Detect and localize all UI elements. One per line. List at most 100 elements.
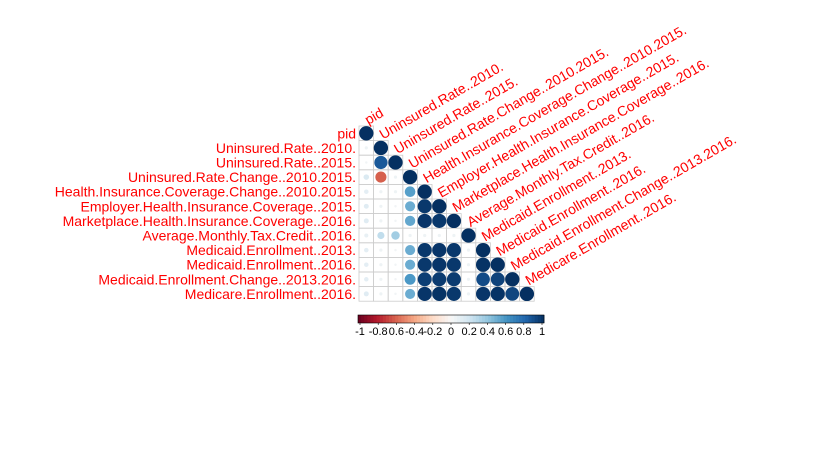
correlation-circle xyxy=(404,215,416,227)
colorbar-segment xyxy=(516,315,520,323)
correlation-circle xyxy=(394,292,397,296)
correlation-circle xyxy=(405,201,416,212)
colorbar-segment xyxy=(367,315,371,323)
correlation-circle xyxy=(417,243,432,258)
colorbar-segment xyxy=(407,315,412,323)
correlation-circle xyxy=(364,189,369,194)
colorbar-tick-label: 0.6 xyxy=(498,326,513,338)
colorbar-segment xyxy=(513,315,517,323)
colorbar-segment xyxy=(423,315,427,323)
correlation-circle xyxy=(363,174,370,180)
correlation-circle xyxy=(364,277,369,282)
correlation-circle xyxy=(408,233,412,238)
row-label: Uninsured.Rate..2015. xyxy=(216,155,356,171)
colorbar-segment xyxy=(420,315,424,323)
colorbar-segment xyxy=(444,315,449,323)
colorbar-tick-label: -0.4 xyxy=(405,326,424,338)
row-label: Medicaid.Enrollment.Change..2013.2016. xyxy=(98,271,356,287)
correlation-circle xyxy=(432,213,447,228)
correlation-circle xyxy=(388,155,403,170)
grid-cell xyxy=(519,286,535,302)
colorbar-segment xyxy=(497,315,501,323)
correlation-circle xyxy=(404,273,416,285)
correlation-circle xyxy=(466,248,471,252)
colorbar-segment xyxy=(392,315,396,323)
correlation-circle xyxy=(394,219,397,223)
colorbar-segment xyxy=(482,315,486,323)
correlation-circle xyxy=(490,272,505,287)
colorbar-segment xyxy=(382,315,387,323)
colorbar-tick-label: 0.8 xyxy=(516,326,531,338)
correlation-circle xyxy=(375,171,387,183)
colorbar-segment xyxy=(447,315,452,323)
correlation-circle xyxy=(363,291,369,297)
colorbar-segment xyxy=(370,315,374,323)
correlation-circle xyxy=(393,190,398,194)
correlation-circle xyxy=(379,190,383,194)
correlation-circle xyxy=(417,199,432,214)
colorbar-segment xyxy=(435,315,439,323)
colorbar-segment xyxy=(432,315,436,323)
colorbar-tick-label: -1 xyxy=(355,326,365,338)
colorbar-segment xyxy=(416,315,421,323)
colorbar-segment xyxy=(373,315,377,323)
correlation-circle xyxy=(437,233,441,238)
correlation-circle xyxy=(452,233,456,238)
correlation-circle xyxy=(476,286,491,301)
correlation-circle xyxy=(394,248,397,252)
colorbar-segment xyxy=(469,315,474,323)
correlation-circle xyxy=(432,286,447,302)
colorbar-segment xyxy=(500,315,505,323)
colorbar-segment xyxy=(426,315,430,323)
colorbar-segment xyxy=(478,315,483,323)
correlation-circle xyxy=(364,146,368,150)
colorbar-segment xyxy=(389,315,393,323)
correlation-circle xyxy=(363,218,369,224)
correlation-circle xyxy=(475,257,491,272)
colorbar-segment xyxy=(475,315,480,323)
colorbar-segment xyxy=(398,315,402,323)
colorbar-segment xyxy=(376,315,381,323)
row-label: Health.Insurance.Coverage.Change..2010.2… xyxy=(55,184,356,200)
correlation-circle xyxy=(359,126,374,141)
colorbar-segment xyxy=(379,315,384,323)
colorbar-segment xyxy=(404,315,408,323)
row-label: Uninsured.Rate..2010. xyxy=(216,140,356,156)
colorbar-segment xyxy=(519,315,523,323)
correlation-circles xyxy=(359,126,535,302)
correlation-circle xyxy=(364,247,369,253)
correlation-circle xyxy=(364,262,369,267)
colorbar-segment xyxy=(488,315,492,323)
correlation-circle xyxy=(432,243,447,258)
correlation-circle xyxy=(379,248,383,252)
correlation-circle xyxy=(379,219,383,223)
correlation-circle xyxy=(505,272,520,287)
correlation-circle xyxy=(379,263,383,267)
colorbar-segment xyxy=(466,315,470,323)
correlation-circle xyxy=(364,233,369,238)
row-label: pid xyxy=(337,125,356,141)
colorbar-segment xyxy=(358,315,362,323)
correlation-circle xyxy=(379,277,383,281)
colorbar-segment xyxy=(460,315,464,323)
colorbar-segment xyxy=(503,315,508,323)
correlation-circle xyxy=(394,205,397,208)
correlation-circle xyxy=(404,186,416,198)
colorbar-segment xyxy=(441,315,446,323)
colorbar-tick-label: 0.6 xyxy=(389,326,404,338)
correlation-circle xyxy=(417,257,432,272)
correlation-circle xyxy=(405,259,416,270)
correlation-circle xyxy=(377,231,385,240)
correlation-circle xyxy=(417,213,432,228)
correlation-circle xyxy=(446,272,461,287)
correlation-circle xyxy=(505,287,520,301)
correlation-circle xyxy=(391,231,400,240)
row-labels: pidUninsured.Rate..2010.Uninsured.Rate..… xyxy=(55,125,356,302)
colorbar-segment xyxy=(385,315,390,323)
colorbar-segment xyxy=(438,315,443,323)
row-label: Uninsured.Rate.Change..2010.2015. xyxy=(128,169,356,185)
correlation-circle xyxy=(432,272,447,287)
correlation-circle xyxy=(432,257,447,272)
colorbar-tick-label: 0.2 xyxy=(462,326,477,338)
colorbar-segment xyxy=(509,315,514,323)
